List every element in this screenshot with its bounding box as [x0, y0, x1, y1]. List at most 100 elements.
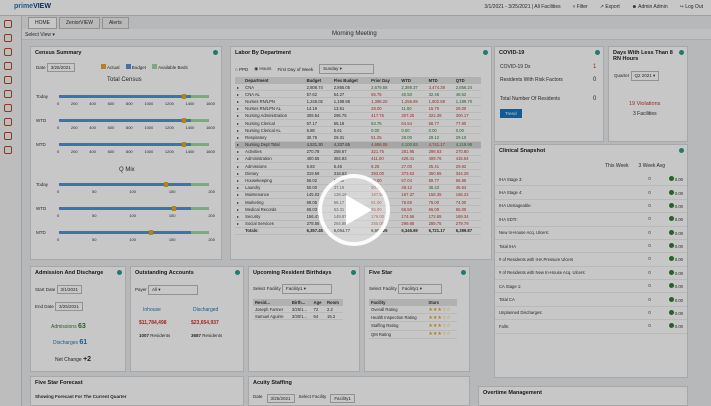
acuity-facility-select[interactable]: Facility1: [330, 394, 355, 403]
covid-title: COVID-19: [499, 50, 525, 56]
ppd-radio[interactable]: ○ PPD: [235, 66, 249, 72]
covid-total-value: 0: [593, 96, 597, 102]
clinical-row[interactable]: Total CA 0 0.00: [495, 293, 687, 307]
chart-icon[interactable]: [4, 118, 12, 126]
census-actual-marker[interactable]: [182, 118, 186, 123]
census-bar[interactable]: [59, 94, 209, 99]
admission-panel: Admission And Discharge Start Date 3/1/2…: [30, 266, 126, 372]
user-menu[interactable]: ☻ Admin Admin: [631, 4, 668, 10]
birthday-row[interactable]: Samuel Aguirre 3/30/1... 64 15.2: [253, 312, 343, 321]
violations-count[interactable]: 19 Violations: [629, 101, 661, 107]
clinical-row[interactable]: New In-House Acq. Ulcers: 0 0.00: [495, 227, 687, 240]
tab-home[interactable]: HOME: [28, 17, 57, 29]
first-day-select[interactable]: Sunday ▾: [319, 64, 375, 74]
money-icon[interactable]: [4, 62, 12, 70]
fivestar-facility-select[interactable]: Facility1 ▾: [398, 284, 443, 294]
fivestar-row: Health Inspection Rating ★★★☆☆: [369, 313, 457, 323]
census-bar[interactable]: [59, 118, 209, 123]
help-icon[interactable]: [4, 132, 12, 140]
census-actual-marker[interactable]: [164, 182, 168, 187]
covid-panel: COVID-19 COVID-19 Dx 1 Residents With Ri…: [494, 46, 604, 142]
clinical-row[interactable]: IHA Unstageable: 0 0.00: [495, 200, 687, 214]
labor-row[interactable]: ▸ Nurses RN/LPN 1,246.02 1,198.95 1,398.20 1,…: [235, 97, 481, 106]
people-icon[interactable]: [4, 90, 12, 98]
labor-row[interactable]: ▸ Activities 270.78 258.67 321.75 281.95 298.6…: [235, 148, 481, 156]
labor-row[interactable]: ▸ Nurses RN/LPN AL 14.19 13.51 28.00 11.50 15.…: [235, 105, 481, 113]
help-icon[interactable]: [595, 50, 600, 55]
tab-zeniorview[interactable]: ZeniorVIEW: [59, 17, 100, 29]
help-icon[interactable]: [679, 148, 684, 153]
clipboard-icon[interactable]: [4, 104, 12, 112]
rn-hours-panel: Days With Less Than 8 RN Hours Quarter Q…: [608, 46, 688, 142]
building-icon[interactable]: [4, 34, 12, 42]
help-icon[interactable]: [117, 270, 122, 275]
labor-row[interactable]: ▸ Dietary 319.59 318.63 393.00 373.63 360.65 34…: [235, 169, 481, 178]
labor-row[interactable]: ▸ Administration 400.55 384.83 411.00 426.41 4…: [235, 155, 481, 164]
census-bar[interactable]: [59, 230, 209, 235]
labor-row[interactable]: ▸ Nursing Clerical AL 5.88 5.61 0.00 0.00 0.00…: [235, 126, 481, 135]
clinical-row[interactable]: Unplanned Discharges: 0 0.00: [495, 307, 687, 321]
labor-row[interactable]: ▸ Admissions 5.83 5.46 8.25 27.00 25.41 29.82: [235, 162, 481, 171]
acuity-date-input[interactable]: 3/25/2021: [266, 394, 295, 403]
logo[interactable]: primeVIEW: [14, 3, 51, 10]
birthday-facility-select[interactable]: Facility1 ▾: [282, 284, 333, 294]
hours-radio[interactable]: ◉ Hours: [254, 66, 272, 71]
census-bar[interactable]: [59, 142, 209, 147]
census-actual-marker[interactable]: [182, 142, 186, 147]
doc-icon[interactable]: [4, 48, 12, 56]
export-button[interactable]: ↗ Export: [599, 4, 620, 10]
census-actual-marker[interactable]: [182, 94, 186, 99]
admissions-stat: Admissions 63: [51, 323, 86, 330]
census-date-input[interactable]: 3/25/2021: [46, 63, 75, 72]
clinical-row[interactable]: IHA SDTI: 0 0.00: [495, 213, 687, 227]
labor-row[interactable]: ▸ Nursing Clerical 57.17 55.18 53.75 64.54 58.…: [235, 119, 481, 128]
census-bar[interactable]: [59, 182, 209, 187]
birthday-row[interactable]: Joseph Farmer 3/25/1... 72 2.2: [253, 306, 343, 314]
labor-row[interactable]: ▸ Nursing Administration 308.54 295.75 417.7…: [235, 112, 481, 120]
clinical-row[interactable]: # of Residents with IHA Pressure Ulcers 0…: [495, 253, 687, 267]
start-date-input[interactable]: 3/1/2021: [56, 285, 83, 294]
inhouse-residents: 1007 Residents: [139, 333, 171, 338]
labor-row[interactable]: ▸ Respiratory 30.76 29.31 51.25 26.00 29.12 29.…: [235, 133, 481, 142]
inhouse-amount[interactable]: $11,784,498: [139, 320, 167, 326]
help-icon[interactable]: [461, 270, 466, 275]
fivestar-row: Overall Rating ★★★☆☆: [369, 306, 457, 315]
net-change-stat: Net Change +2: [55, 356, 92, 363]
census-scale: 0 200 400 600 800 1000 1200 1400 1600: [57, 101, 215, 106]
clinical-row[interactable]: Falls: 0 0.00: [495, 320, 687, 334]
help-icon[interactable]: [679, 50, 684, 55]
play-button[interactable]: [318, 174, 390, 246]
filter-button[interactable]: ▿ Filter: [572, 4, 588, 10]
tab-alerts[interactable]: Alerts: [101, 17, 129, 29]
clinical-row[interactable]: # of Residents with New In-House Acq. Ul…: [495, 267, 687, 280]
clinical-row[interactable]: CA Stage 1: 0 0.00: [495, 280, 687, 294]
labor-row[interactable]: ▸ CNA AL 57.62 54.27 55.75 40.50 32.46 48.52: [235, 90, 481, 99]
help-icon[interactable]: [351, 270, 356, 275]
payer-select[interactable]: All ▾: [148, 285, 199, 295]
logout-button[interactable]: ↪ Log Out: [679, 4, 703, 10]
clinical-row[interactable]: Total IHA 0 0.00: [495, 240, 687, 254]
home-icon[interactable]: [4, 20, 12, 28]
clinical-row[interactable]: IHA Stage 4: 0 0.00: [495, 186, 687, 200]
play-icon: [346, 195, 372, 225]
labor-row[interactable]: ▸ Nursing Dept Total 4,531.30 4,337.65 4,696…: [235, 141, 481, 149]
sub-bar: Select View ▾ Morning Meeting: [22, 29, 711, 40]
clinical-row[interactable]: IHA Stage 3: 0 0.00: [495, 173, 687, 187]
discharged-amount[interactable]: $23,654,937: [191, 320, 219, 326]
help-icon[interactable]: [235, 270, 240, 275]
census-actual-marker[interactable]: [171, 206, 176, 211]
quarter-select[interactable]: Q2 2021 ▾: [630, 71, 660, 81]
clinical-title: Clinical Snapshot: [499, 148, 546, 154]
star-icon[interactable]: [4, 76, 12, 84]
census-actual-marker[interactable]: [149, 230, 153, 235]
clinical-panel: Clinical Snapshot This Week 3 Week Avg I…: [494, 144, 688, 378]
trend-button[interactable]: Trend: [500, 109, 522, 118]
labor-row[interactable]: ▸ CNA 2,806.74 2,865.05 2,679.58 2,389.37 3,47…: [235, 84, 481, 92]
select-view-dropdown[interactable]: Select View ▾: [25, 32, 55, 38]
legend-available: Available Beds: [152, 64, 188, 70]
census-bar[interactable]: [59, 206, 209, 211]
settings-icon[interactable]: [4, 146, 12, 154]
help-icon[interactable]: [483, 50, 488, 55]
end-date-input[interactable]: 3/25/2021: [55, 302, 84, 311]
help-icon[interactable]: [213, 50, 218, 55]
